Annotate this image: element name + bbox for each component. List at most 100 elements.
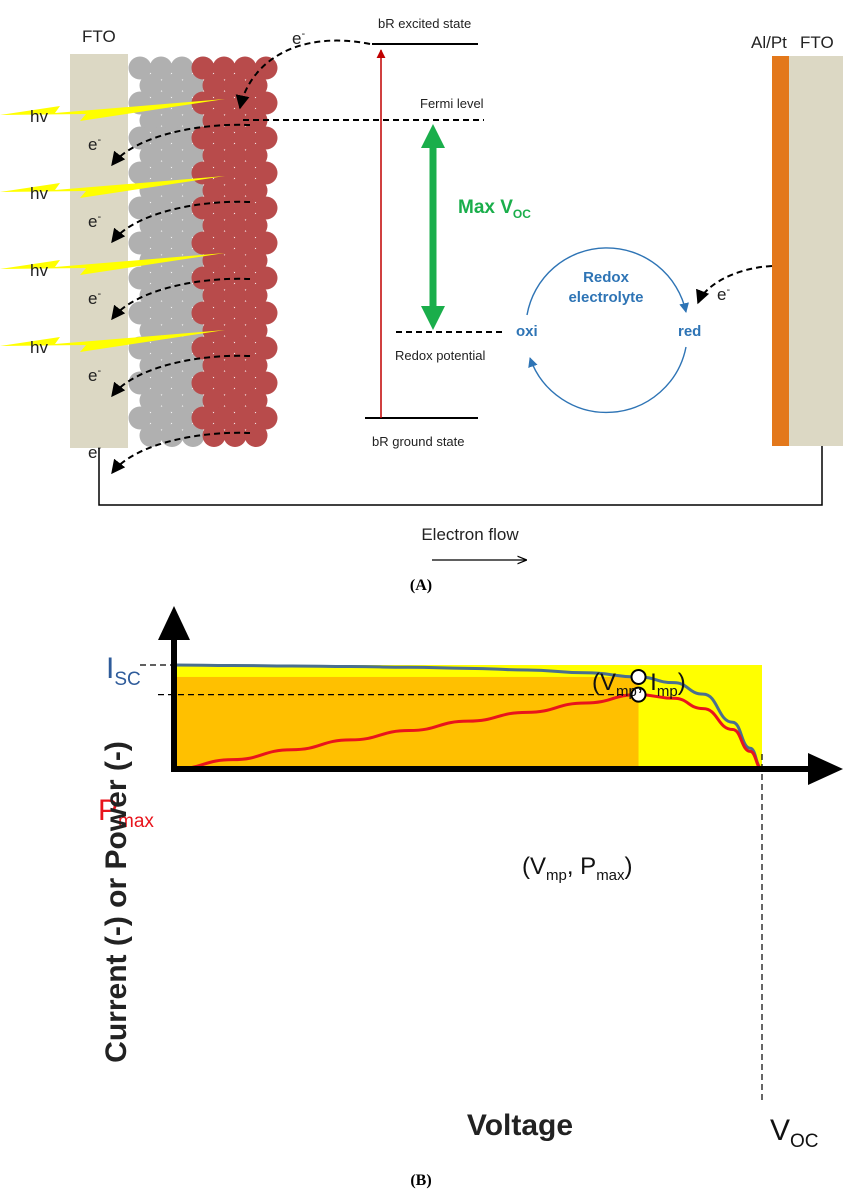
br-particle: [202, 214, 226, 237]
panel-b: ISC Pmax (Vmp, Imp) (Vmp, Pmax) Current …: [98, 606, 843, 1189]
tio2-particle: [149, 56, 173, 80]
photon-bolt: [0, 99, 225, 121]
power-curve: [173, 693, 763, 771]
br-particle: [223, 354, 247, 377]
counter-electron-label: e-: [717, 284, 730, 304]
tio2-particle: [139, 424, 163, 447]
svg-text:Max VOC: Max VOC: [458, 197, 531, 221]
panel-a: FTO hv e-hv e-hv e-hv e-e- e- bR excited sta…: [0, 16, 843, 594]
current-curve: [173, 663, 763, 771]
br-particle: [233, 336, 257, 360]
tio2-particle: [181, 249, 205, 272]
svg-text:e-: e-: [292, 28, 305, 48]
tio2-particle: [160, 284, 184, 307]
photon-bolt: [0, 176, 225, 198]
fto-right-label: FTO: [800, 33, 834, 52]
tio2-particle: [181, 319, 205, 342]
pmax-label: Pmax: [98, 794, 154, 832]
br-particle: [254, 266, 278, 290]
tio2-particle: [160, 74, 184, 97]
br-particle: [254, 371, 278, 395]
tio2-particle: [181, 424, 205, 447]
electron-label: e-: [88, 134, 101, 154]
x-axis-title: Voltage: [467, 1109, 573, 1142]
br-particle: [244, 424, 268, 447]
br-particle: [254, 161, 278, 185]
br-particle: [191, 126, 215, 150]
tio2-particle: [149, 406, 173, 430]
tio2-particle: [181, 389, 205, 412]
br-particle: [202, 319, 226, 342]
photon-label: hv: [30, 184, 48, 203]
redox-electrolyte-line2: electrolyte: [568, 289, 643, 306]
br-particle: [244, 74, 268, 97]
tio2-particle: [128, 161, 152, 185]
br-particle: [191, 231, 215, 255]
photon-label: hv: [30, 107, 48, 126]
br-particle: [254, 126, 278, 150]
svg-text:Pmax: Pmax: [98, 794, 154, 832]
br-particle: [212, 371, 236, 395]
br-particle: [202, 284, 226, 307]
y-axis-arrowhead: [158, 606, 190, 640]
br-particle: [212, 91, 236, 115]
br-particle: [212, 161, 236, 185]
fto-right-electrode: [789, 56, 843, 446]
tio2-particle: [170, 406, 194, 430]
tio2-particle: [181, 74, 205, 97]
br-particle: [233, 231, 257, 255]
tio2-particle: [149, 266, 173, 290]
electron-path-arrow: [111, 277, 251, 321]
br-particle: [244, 319, 268, 342]
tio2-particle: [128, 56, 152, 80]
br-particle: [202, 179, 226, 202]
br-particle: [254, 406, 278, 430]
redox-electrolyte-line1: Redox: [583, 269, 630, 286]
br-particle: [191, 266, 215, 290]
electron-flow-label: Electron flow: [421, 525, 519, 544]
tio2-particle: [139, 144, 163, 167]
tio2-particle: [181, 214, 205, 237]
br-particle: [233, 126, 257, 150]
tio2-particle: [128, 231, 152, 255]
tio2-particle: [160, 389, 184, 412]
br-particle: [202, 74, 226, 97]
tio2-particle: [160, 354, 184, 377]
tio2-particle: [170, 161, 194, 185]
electron-path-arrow: [111, 200, 251, 244]
br-particle: [254, 91, 278, 115]
electron-path-arrow: [111, 123, 251, 167]
br-particle: [212, 266, 236, 290]
electron-label: e-: [88, 288, 101, 308]
tio2-particle: [128, 196, 152, 220]
tio2-particle: [170, 196, 194, 220]
br-particle: [191, 406, 215, 430]
br-particle: [244, 144, 268, 167]
tio2-particle: [139, 109, 163, 132]
br-particle: [202, 424, 226, 447]
br-particle: [191, 336, 215, 360]
tio2-particle: [139, 284, 163, 307]
injected-electron-arrow: [235, 39, 371, 110]
al-pt-electrode: [772, 56, 789, 446]
tio2-particle: [160, 214, 184, 237]
svg-text:(Vmp, Imp): (Vmp, Imp): [592, 669, 686, 700]
isc-label: ISC: [106, 652, 141, 690]
br-particle: [244, 354, 268, 377]
br-particle: [254, 56, 278, 80]
br-particle: [202, 144, 226, 167]
tio2-particle: [170, 336, 194, 360]
mp-power-label: (Vmp, Pmax): [522, 853, 633, 884]
br-particle: [191, 196, 215, 220]
tio2-particle: [170, 231, 194, 255]
svg-text:e-: e-: [717, 284, 730, 304]
panel-b-caption: (B): [410, 1172, 431, 1189]
tio2-particle: [170, 56, 194, 80]
tio2-particle: [181, 109, 205, 132]
max-power-point: [630, 686, 647, 703]
tio2-particle: [149, 301, 173, 325]
tio2-particle: [128, 406, 152, 430]
redox-cycle-bottom: [528, 346, 687, 414]
bR-ground-label: bR ground state: [372, 434, 465, 449]
br-particle: [223, 144, 247, 167]
